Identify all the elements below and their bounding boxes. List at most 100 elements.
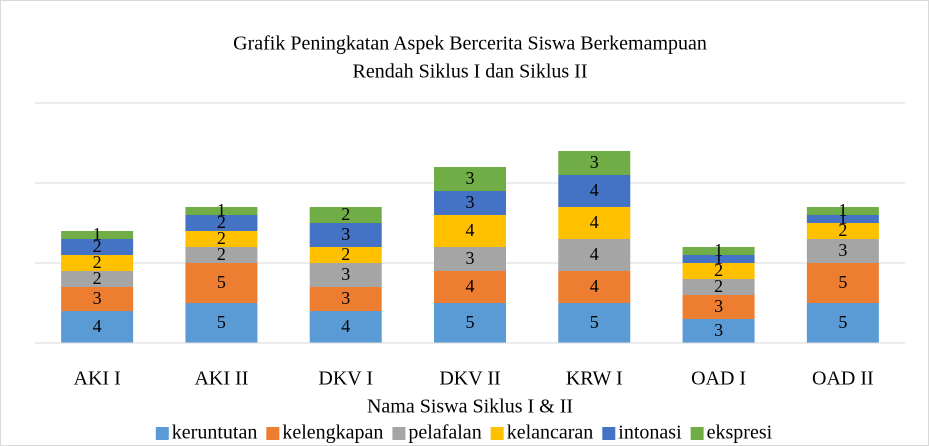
legend-label: kelancaran xyxy=(507,422,594,444)
data-label: 3 xyxy=(590,152,599,172)
bar-segment xyxy=(682,295,755,319)
bar-segment xyxy=(185,231,258,247)
bar-segment xyxy=(185,247,258,263)
data-label: 4 xyxy=(590,244,599,264)
bar-segment xyxy=(185,215,258,231)
bar-segment xyxy=(185,263,258,303)
legend-swatch xyxy=(155,427,169,440)
legend-swatch xyxy=(690,427,704,440)
data-label: 2 xyxy=(93,252,102,272)
bar-segment xyxy=(434,303,506,343)
data-label: 3 xyxy=(341,264,350,284)
data-label: 3 xyxy=(341,224,350,244)
bar-segment xyxy=(558,271,631,303)
data-label: 5 xyxy=(838,272,847,292)
bar-segment xyxy=(434,191,506,215)
legend-label: keruntutan xyxy=(172,422,258,444)
bar-segment xyxy=(185,303,258,343)
x-tick-label: DKV I xyxy=(318,368,373,390)
data-label: 3 xyxy=(466,248,475,268)
legend-label: kelengkapan xyxy=(282,422,383,444)
data-label: 3 xyxy=(714,320,723,340)
data-label: 2 xyxy=(341,244,350,264)
bar-segment xyxy=(309,247,382,263)
bar-segment xyxy=(682,263,755,279)
data-label: 3 xyxy=(93,288,102,308)
x-axis-title: Nama Siswa Siklus I & II xyxy=(367,396,573,418)
data-label: 3 xyxy=(341,288,350,308)
legend-label: pelafalan xyxy=(408,422,481,444)
bar-segment xyxy=(558,239,631,271)
data-label: 4 xyxy=(590,276,599,296)
bar-segment xyxy=(806,239,879,263)
data-label: 5 xyxy=(590,312,599,332)
data-label: 5 xyxy=(217,312,226,332)
bar-segment xyxy=(558,207,631,239)
bar-segment xyxy=(806,263,879,303)
bar-segment xyxy=(806,215,879,223)
bar-segment xyxy=(309,311,382,343)
data-label: 2 xyxy=(714,260,723,280)
x-tick-label: DKV II xyxy=(439,368,500,390)
bar-segment xyxy=(61,287,134,311)
bar-segment xyxy=(682,279,755,295)
data-label: 2 xyxy=(838,220,847,240)
bar-segment xyxy=(309,263,382,287)
bar-segment xyxy=(558,303,631,343)
data-label: 5 xyxy=(217,272,226,292)
x-tick-label: OAD II xyxy=(812,368,874,390)
bar-segment xyxy=(434,247,506,271)
bar-segment xyxy=(61,239,134,255)
bar-segment xyxy=(434,271,506,303)
data-label: 2 xyxy=(93,236,102,256)
data-label: 4 xyxy=(93,316,102,336)
bar-segment xyxy=(806,207,879,215)
data-label: 3 xyxy=(466,192,475,212)
chart-title: Rendah Siklus I dan Siklus II xyxy=(353,61,588,83)
data-label: 3 xyxy=(714,296,723,316)
chart-title: Grafik Peningkatan Aspek Bercerita Siswa… xyxy=(233,33,707,55)
bar-segment xyxy=(806,223,879,239)
bar-segment xyxy=(682,247,755,255)
data-label: 3 xyxy=(466,168,475,188)
data-label: 1 xyxy=(93,224,102,244)
data-label: 4 xyxy=(341,316,350,336)
bar-segment xyxy=(434,167,506,191)
legend-swatch xyxy=(490,427,504,440)
data-label: 3 xyxy=(838,240,847,260)
legend-swatch xyxy=(392,427,406,440)
bar-segment xyxy=(558,151,631,175)
legend-label: intonasi xyxy=(618,422,682,444)
data-label: 2 xyxy=(714,276,723,296)
x-tick-label: AKI I xyxy=(74,368,121,390)
data-label: 5 xyxy=(838,312,847,332)
legend-swatch xyxy=(266,427,280,440)
data-label: 4 xyxy=(590,212,599,232)
data-label: 1 xyxy=(217,200,226,220)
legend-swatch xyxy=(602,427,616,440)
data-label: 2 xyxy=(217,244,226,264)
bar-segment xyxy=(61,271,134,287)
bar-segment xyxy=(61,231,134,239)
x-tick-label: OAD I xyxy=(691,368,746,390)
data-label: 4 xyxy=(466,220,475,240)
legend-label: ekspresi xyxy=(707,422,773,444)
data-label: 1 xyxy=(714,248,723,268)
data-label: 1 xyxy=(838,208,847,228)
bar-segment xyxy=(309,223,382,247)
data-label: 1 xyxy=(714,240,723,260)
data-label: 4 xyxy=(590,180,599,200)
data-label: 1 xyxy=(838,200,847,220)
bar-segment xyxy=(558,175,631,207)
x-tick-label: KRW I xyxy=(566,368,623,390)
bar-segment xyxy=(61,311,134,343)
bar-segment xyxy=(185,207,258,215)
bar-segment xyxy=(682,319,755,343)
bar-segment xyxy=(434,215,506,247)
data-label: 2 xyxy=(93,268,102,288)
data-label: 2 xyxy=(217,228,226,248)
bar-segment xyxy=(61,255,134,271)
data-label: 2 xyxy=(341,204,350,224)
